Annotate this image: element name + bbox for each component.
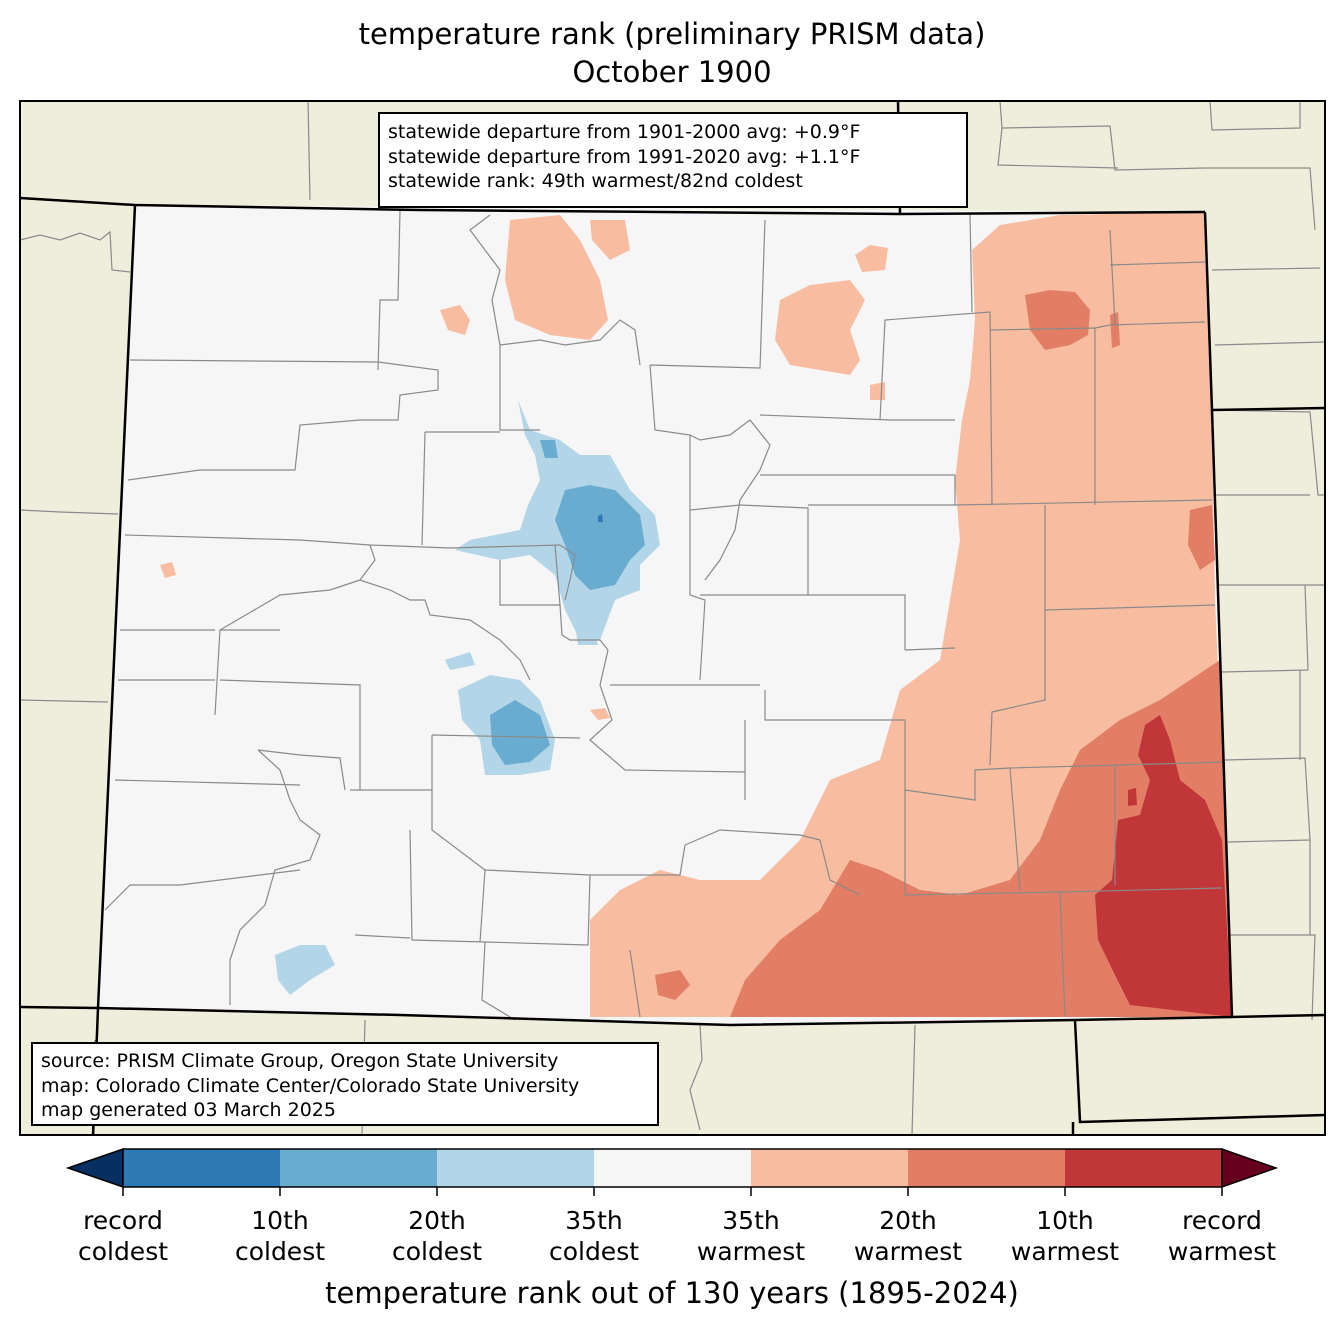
map-frame <box>19 100 1326 1136</box>
colorbar-segment-20th-10th-warmest <box>908 1149 1065 1187</box>
colorado-county-lines <box>104 209 1226 1021</box>
tick-label-20th-coldest: 20th coldest <box>391 1206 483 1266</box>
source-credit-box: source: PRISM Climate Group, Oregon Stat… <box>31 1042 659 1126</box>
colorbar-ticks <box>122 1187 1223 1196</box>
map-title: temperature rank (preliminary PRISM data… <box>358 17 986 51</box>
colorbar-extend-cold <box>65 1147 124 1189</box>
tick-label-record-coldest: record coldest <box>77 1206 169 1266</box>
statewide-stats-box: statewide departure from 1901-2000 avg: … <box>378 112 968 208</box>
tick-label-20th-warmest: 20th warmest <box>853 1206 963 1266</box>
source-generated-date: map generated 03 March 2025 <box>41 1099 336 1121</box>
colorbar-title: temperature rank out of 130 years (1895-… <box>325 1276 1019 1310</box>
colorbar-segment-near-normal <box>594 1149 751 1187</box>
tick-label-10th-warmest: 10th warmest <box>1010 1206 1120 1266</box>
colorbar-segment-record-10th-coldest <box>123 1149 280 1187</box>
tick-label-35th-coldest: 35th coldest <box>548 1206 640 1266</box>
warm-10th-record-regions <box>1095 715 1232 1017</box>
stats-statewide-rank: statewide rank: 49th warmest/82nd coldes… <box>388 170 803 192</box>
colorbar-outline <box>122 1148 1223 1188</box>
tick-label-35th-warmest: 35th warmest <box>696 1206 806 1266</box>
tick-label-record-warmest: record warmest <box>1167 1206 1277 1266</box>
neighbor-county-lines <box>19 100 1326 1136</box>
tick-label-10th-coldest: 10th coldest <box>234 1206 326 1266</box>
colorbar <box>65 1147 1279 1196</box>
cold-10th-20th-regions <box>490 440 645 765</box>
stats-departure-1901-2000: statewide departure from 1901-2000 avg: … <box>388 121 861 143</box>
colorbar-segment-10th-20th-coldest <box>280 1149 437 1187</box>
source-map-credit: map: Colorado Climate Center/Colorado St… <box>41 1074 580 1097</box>
cold-record-10th-regions <box>598 514 603 522</box>
source-data-credit: source: PRISM Climate Group, Oregon Stat… <box>41 1050 559 1072</box>
colorbar-extend-warm <box>1221 1147 1279 1189</box>
map-subtitle-period: October 1900 <box>572 55 772 89</box>
colorbar-segment-20th-35th-coldest <box>437 1149 594 1187</box>
colorbar-segment-10th-record-warmest <box>1065 1149 1222 1187</box>
stats-departure-1991-2020: statewide departure from 1991-2020 avg: … <box>388 145 861 168</box>
colorbar-segment-35th-20th-warmest <box>751 1149 908 1187</box>
